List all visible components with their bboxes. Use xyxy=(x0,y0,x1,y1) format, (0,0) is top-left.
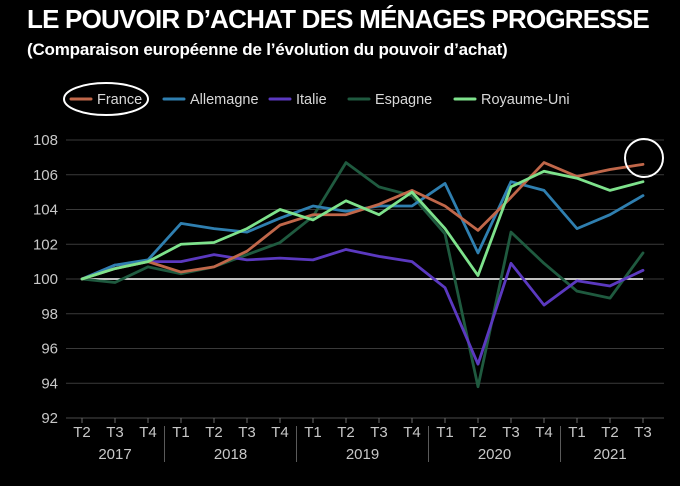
series-line-royaume-uni xyxy=(80,169,645,281)
y-tick-label-104: 104 xyxy=(33,202,58,219)
france-end-highlight xyxy=(624,138,664,178)
x-tick-label-1: T3 xyxy=(106,424,124,441)
x-tick-label-13: T3 xyxy=(502,424,520,441)
year-label-2021: 2021 xyxy=(593,446,626,463)
x-tick-label-3: T1 xyxy=(172,424,190,441)
series-lines xyxy=(80,161,645,389)
year-label-2017: 2017 xyxy=(98,446,131,463)
x-tick-label-10: T4 xyxy=(403,424,421,441)
y-tick-label-100: 100 xyxy=(33,271,58,288)
x-tick-label-7: T1 xyxy=(304,424,322,441)
x-tick-label-6: T4 xyxy=(271,424,289,441)
y-tick-label-94: 94 xyxy=(41,375,58,392)
x-tick-label-2: T4 xyxy=(139,424,157,441)
y-tick-label-106: 106 xyxy=(33,167,58,184)
x-tick-label-16: T2 xyxy=(601,424,619,441)
legend-label-italie: Italie xyxy=(296,92,327,108)
x-tick-label-12: T2 xyxy=(469,424,487,441)
series-line-italie xyxy=(80,248,645,366)
legend-label-france: France xyxy=(97,92,142,108)
series-line-espagne xyxy=(80,161,645,389)
legend-label-royaume-uni: Royaume-Uni xyxy=(481,92,570,108)
legend: France Allemagne Italie Espagne Royaume-Uni xyxy=(69,92,570,108)
legend-france-highlight xyxy=(63,82,149,116)
year-label-2018: 2018 xyxy=(214,446,247,463)
legend-label-allemagne: Allemagne xyxy=(190,92,259,108)
x-tick-label-11: T1 xyxy=(436,424,454,441)
y-tick-label-96: 96 xyxy=(41,341,58,358)
chart-title: LE POUVOIR D’ACHAT DES MÉNAGES PROGRESSE xyxy=(27,4,650,34)
legend-label-espagne: Espagne xyxy=(375,92,432,108)
x-tick-label-17: T3 xyxy=(634,424,652,441)
x-axis: T2 T3 T4 T1 T2 T3 T4 T1 T2 T3 T4 T1 T2 T3 T4 T1 T2 T3 2017… xyxy=(66,417,664,463)
series-line-france xyxy=(80,161,645,281)
x-tick-label-4: T2 xyxy=(205,424,223,441)
y-tick-label-108: 108 xyxy=(33,132,58,149)
x-tick-label-0: T2 xyxy=(73,424,91,441)
y-tick-label-92: 92 xyxy=(41,410,58,427)
year-label-2020: 2020 xyxy=(478,446,511,463)
y-tick-label-102: 102 xyxy=(33,236,58,253)
chart-subtitle: (Comparaison européenne de l’évolution d… xyxy=(27,40,508,59)
x-tick-label-14: T4 xyxy=(535,424,553,441)
y-axis: 92 94 96 98 100 102 104 106 108 xyxy=(33,132,58,427)
series-line-allemagne xyxy=(80,180,645,281)
x-tick-label-5: T3 xyxy=(238,424,256,441)
year-label-2019: 2019 xyxy=(346,446,379,463)
y-tick-label-98: 98 xyxy=(41,306,58,323)
highlights xyxy=(63,82,664,178)
x-tick-label-9: T3 xyxy=(370,424,388,441)
x-tick-label-8: T2 xyxy=(337,424,355,441)
x-tick-label-15: T1 xyxy=(568,424,586,441)
